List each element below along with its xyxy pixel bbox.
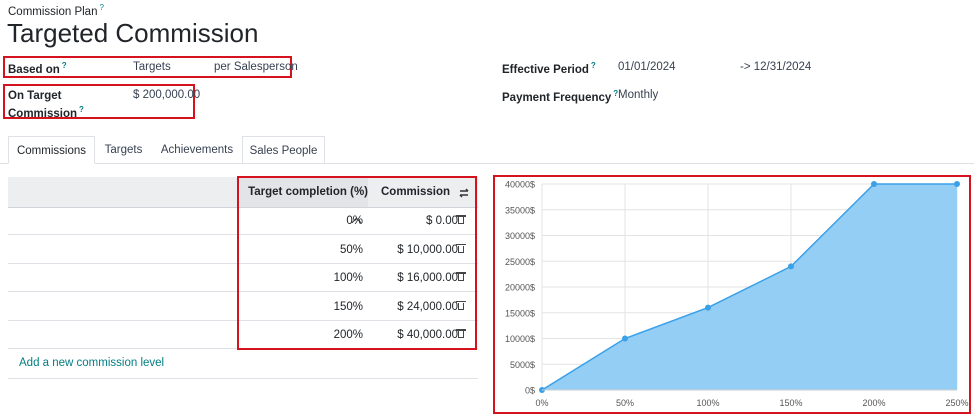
trash-icon[interactable]	[456, 272, 466, 282]
trash-icon[interactable]	[456, 300, 466, 310]
data-point	[622, 335, 628, 342]
table-columns-highlight	[237, 176, 477, 350]
y-tick-label: 0$	[525, 386, 535, 396]
commission-cell[interactable]: $ 16,000.00	[397, 272, 458, 285]
trash-icon[interactable]	[456, 215, 466, 224]
payment-frequency-value[interactable]: Monthly	[618, 89, 659, 101]
x-tick-label: 50%	[616, 398, 634, 408]
y-tick-label: 20000$	[505, 283, 535, 293]
tab-targets[interactable]: Targets	[95, 136, 152, 164]
help-icon[interactable]: ?	[61, 61, 67, 70]
target-cell[interactable]: 150%	[333, 300, 363, 313]
trash-icon[interactable]	[456, 243, 466, 253]
chart-highlight	[493, 175, 971, 414]
x-tick-label: 250%	[945, 398, 968, 408]
tab-sales-people[interactable]: Sales People	[242, 136, 325, 164]
y-tick-label: 25000$	[505, 257, 535, 267]
series-area	[542, 184, 957, 390]
commission-cell[interactable]: $ 0.00	[426, 215, 458, 227]
data-point	[705, 304, 711, 311]
commission-cell[interactable]: $ 40,000.00	[397, 329, 458, 342]
col-header-commission[interactable]: Commission	[380, 186, 450, 198]
x-tick-label: 200%	[862, 398, 885, 408]
col-header-target[interactable]: Target completion (%)	[240, 177, 368, 228]
add-line-divider	[8, 378, 478, 379]
column-settings-icon[interactable]	[459, 187, 469, 198]
breadcrumb[interactable]: Commission Plan?	[8, 3, 104, 18]
on-target-label: On Target Commission?	[8, 90, 84, 120]
x-tick-label: 100%	[696, 398, 719, 408]
y-tick-label: 40000$	[505, 180, 535, 190]
help-icon[interactable]: ?	[79, 105, 84, 114]
table-row[interactable]: 100% $ 16,000.00	[8, 264, 478, 293]
payment-frequency-label: Payment Frequency?	[502, 89, 619, 104]
effective-period-end[interactable]: -> 12/31/2024	[740, 61, 812, 73]
commission-cell[interactable]: $ 10,000.00	[397, 243, 458, 256]
based-on-label: Based on?	[8, 61, 67, 76]
help-icon[interactable]: ?	[99, 3, 104, 12]
table-row[interactable]: 150% $ 24,000.00	[8, 293, 478, 321]
breadcrumb-label[interactable]: Commission Plan	[8, 5, 98, 18]
effective-period-label: Effective Period?	[502, 61, 596, 76]
based-on-targets[interactable]: Targets	[133, 61, 171, 73]
tabs-baseline	[0, 163, 974, 164]
y-tick-label: 5000$	[510, 360, 535, 370]
data-point	[788, 263, 794, 270]
target-cell[interactable]: 50%	[339, 243, 363, 256]
y-tick-label: 15000$	[505, 308, 535, 318]
y-tick-label: 35000$	[505, 205, 535, 215]
x-tick-label: 0%	[535, 398, 548, 408]
based-on-per[interactable]: per Salesperson	[214, 61, 298, 73]
on-target-highlight	[3, 84, 195, 119]
trash-icon[interactable]	[456, 329, 466, 339]
on-target-value[interactable]: $ 200,000.00	[133, 89, 201, 101]
help-icon[interactable]: ?	[613, 89, 619, 98]
target-cell[interactable]: 200%	[333, 329, 363, 342]
effective-period-start[interactable]: 01/01/2024	[618, 61, 676, 73]
target-cell[interactable]: 100%	[333, 272, 363, 285]
y-tick-label: 10000$	[505, 334, 535, 344]
table-row[interactable]: 0% $ 0.00	[8, 207, 478, 235]
tab-achievements[interactable]: Achievements	[152, 136, 242, 164]
page-title: Targeted Commission	[7, 18, 259, 48]
based-on-highlight	[3, 56, 292, 78]
commission-cell[interactable]: $ 24,000.00	[397, 300, 458, 313]
y-tick-label: 30000$	[505, 231, 535, 241]
add-commission-level-link[interactable]: Add a new commission level	[19, 357, 165, 369]
commission-chart: 0$ 5000$ 10000$ 15000$ 20000$ 25000$ 30000$ 350…	[505, 180, 969, 409]
data-point	[954, 181, 960, 187]
x-tick-label: 150%	[779, 398, 802, 408]
series-line	[541, 183, 957, 391]
table-row[interactable]: 50% $ 10,000.00	[8, 236, 478, 264]
target-cell[interactable]: 0%	[346, 215, 363, 227]
tab-commissions[interactable]: Commissions	[8, 136, 95, 164]
help-icon[interactable]: ?	[590, 61, 596, 70]
data-point	[871, 181, 877, 187]
